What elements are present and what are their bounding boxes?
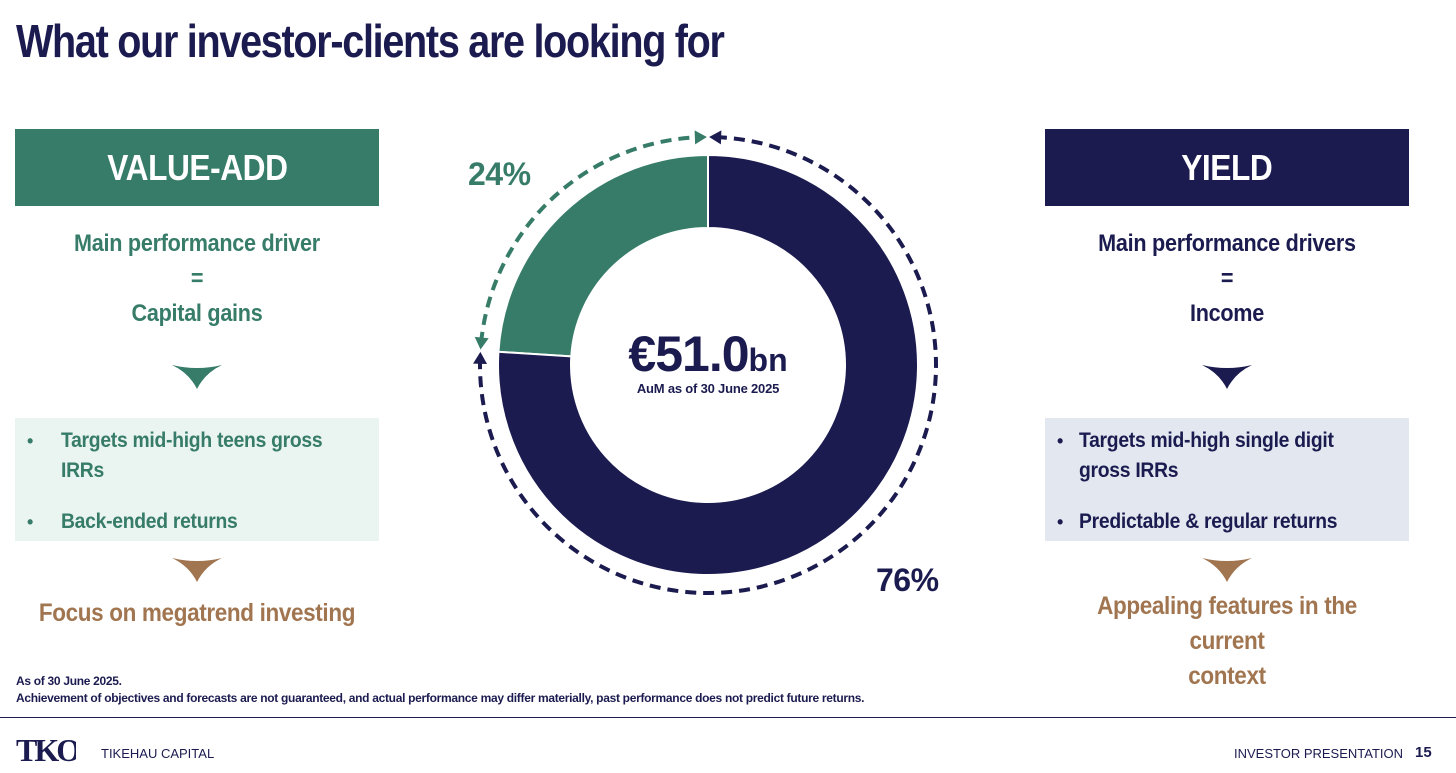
page-number: 15	[1415, 744, 1432, 761]
list-item: • Targets mid-high single digit gross IRR…	[1057, 429, 1334, 482]
aum-caption: AuM as of 30 June 2025	[636, 381, 780, 396]
list-item: • Back-ended returns	[27, 510, 238, 533]
presentation-label: INVESTOR PRESENTATION	[1234, 746, 1404, 761]
svg-text:TKO: TKO	[16, 735, 76, 765]
yield-header: YIELD	[1045, 129, 1409, 206]
aum-amount: €51.0	[628, 326, 749, 382]
chevron-down-icon	[172, 558, 222, 582]
brand-name: TIKEHAU CAPITAL	[101, 746, 215, 761]
driver-line: Main performance drivers	[1098, 230, 1356, 257]
driver-line: =	[1220, 265, 1234, 292]
driver-line: Main performance driver	[74, 230, 320, 257]
value-add-driver: Main performance driver = Capital gains	[15, 226, 379, 331]
arrowhead-icon	[474, 336, 489, 350]
arrowhead-icon	[694, 130, 707, 145]
arrowhead-icon	[709, 130, 722, 145]
arrowhead-icon	[473, 351, 488, 365]
driver-line: Capital gains	[131, 300, 263, 327]
list-item: • Targets mid-high teens gross IRRs	[27, 429, 323, 482]
value-add-percent-label: 24%	[468, 156, 531, 192]
tikehau-logo: TKO	[16, 735, 76, 765]
yield-focus: Appealing features in the current contex…	[1097, 592, 1357, 690]
page-title: What our investor-clients are looking fo…	[16, 15, 725, 67]
yield-percent-label: 76%	[876, 562, 939, 598]
value-add-bullets: • Targets mid-high teens gross IRRs • Back…	[15, 418, 379, 541]
chevron-down-icon	[172, 365, 222, 389]
footer-divider	[0, 717, 1456, 718]
chevron-down-icon	[1202, 558, 1252, 582]
list-item: • Predictable & regular returns	[1057, 510, 1338, 533]
driver-line: =	[190, 265, 204, 292]
value-add-focus: Focus on megatrend investing	[38, 599, 356, 627]
value-add-header: VALUE-ADD	[15, 129, 379, 206]
driver-line: Income	[1189, 300, 1264, 327]
yield-driver: Main performance drivers = Income	[1045, 226, 1409, 331]
aum-center-value: €51.0bn AuM as of 30 June 2025	[558, 325, 858, 396]
footnote: As of 30 June 2025. Achievement of objec…	[16, 674, 865, 705]
yield-bullets: • Targets mid-high single digit gross IRR…	[1045, 418, 1409, 541]
aum-unit: bn	[748, 342, 788, 378]
chevron-down-icon	[1202, 365, 1252, 389]
